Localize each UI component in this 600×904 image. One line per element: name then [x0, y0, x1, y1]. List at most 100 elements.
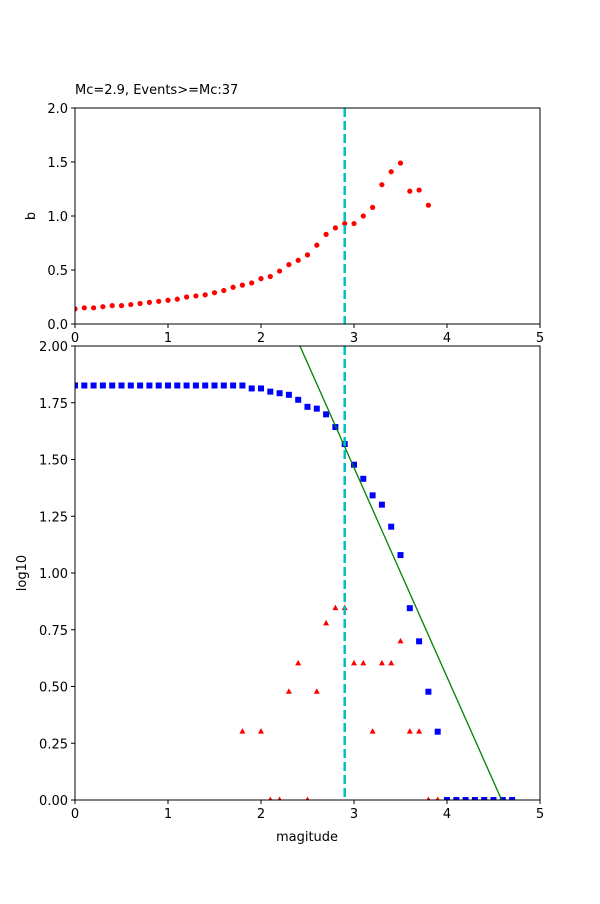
non-cumulative-point: [323, 619, 330, 626]
cumulative-point: [155, 382, 162, 389]
b-value-point: [91, 305, 97, 311]
non-cumulative-point: [305, 796, 310, 800]
b-value-point: [202, 292, 208, 298]
b-value-point: [81, 305, 87, 311]
b-value-point: [109, 303, 115, 309]
chart-title: Mc=2.9, Events>=Mc:37: [75, 83, 238, 98]
cumulative-point: [276, 390, 283, 397]
y-tick-label: 0.5: [47, 264, 68, 279]
top-y-label: b: [24, 212, 39, 220]
b-value-point: [267, 273, 273, 280]
cumulative-point: [481, 797, 488, 800]
b-value-point: [75, 306, 78, 312]
x-tick-label: 1: [164, 331, 172, 346]
cumulative-point: [258, 385, 264, 392]
x-label: magitude: [276, 830, 338, 845]
cumulative-point: [90, 382, 97, 389]
cumulative-point: [174, 382, 181, 389]
x-tick-label: 3: [350, 331, 358, 346]
cumulative-point: [509, 797, 516, 800]
non-cumulative-point: [397, 637, 404, 644]
b-value-point: [379, 182, 385, 188]
b-value-point: [239, 282, 245, 288]
cumulative-point: [304, 403, 311, 410]
y-tick-label: 1.25: [39, 510, 68, 525]
non-cumulative-point: [378, 659, 385, 666]
cumulative-point: [313, 405, 320, 412]
cumulative-point: [295, 396, 302, 403]
non-cumulative-point: [351, 659, 357, 666]
cumulative-point: [369, 492, 376, 499]
axes-frame: [74, 107, 541, 325]
cumulative-point: [285, 391, 292, 398]
cumulative-point: [499, 797, 506, 800]
b-value-point: [165, 297, 171, 303]
non-cumulative-point: [406, 728, 413, 734]
plot-area: [75, 160, 431, 312]
b-value-point: [342, 220, 348, 227]
y-tick-label: 1.75: [39, 397, 68, 412]
x-tick-label: 2: [257, 331, 265, 346]
x-tick-label: 0: [71, 807, 79, 822]
b-value-point: [221, 287, 227, 294]
axes-0: 0 1 2 3 4 5 0.0 0.5 1.0 1.5 2.0: [47, 102, 544, 346]
non-cumulative-point: [277, 796, 282, 800]
y-tick-label: 0.75: [39, 624, 68, 639]
y-tick-label: 0.50: [39, 681, 68, 696]
b-value-point: [258, 276, 264, 282]
cumulative-point: [239, 382, 246, 389]
x-tick-label: 2: [257, 807, 265, 822]
cumulative-point: [165, 382, 171, 389]
non-cumulative-point: [295, 659, 302, 666]
b-value-point: [360, 213, 366, 219]
x-tick-label: 1: [164, 807, 172, 822]
cumulative-point: [183, 382, 190, 389]
cumulative-point: [434, 728, 441, 735]
cumulative-point: [323, 411, 330, 418]
b-value-point: [407, 188, 413, 194]
b-value-point: [100, 304, 106, 310]
cumulative-point: [416, 638, 423, 645]
non-cumulative-point: [268, 796, 273, 800]
cumulative-point: [351, 461, 357, 468]
b-value-point: [304, 252, 311, 258]
cumulative-point: [462, 797, 469, 800]
b-value-point: [425, 202, 431, 208]
non-cumulative-point: [426, 796, 431, 800]
y-tick-label: 1.5: [47, 156, 68, 171]
b-value-point: [388, 169, 394, 175]
b-value-point: [286, 262, 292, 268]
cumulative-point: [99, 382, 106, 389]
b-value-point: [416, 187, 422, 193]
y-tick-label: 1.50: [39, 454, 68, 469]
b-value-point: [314, 242, 320, 248]
axes-1: 0 1 2 3 4 5 0.00 0.25 0.50 0.75 1.00 1.25 1.50 1.75 2.…: [39, 340, 544, 822]
b-value-point: [351, 220, 357, 227]
cumulative-point: [127, 382, 134, 389]
fit-line: [299, 346, 503, 800]
cumulative-point: [471, 797, 478, 800]
b-value-point: [277, 268, 283, 274]
b-value-point: [323, 231, 329, 237]
cumulative-point: [425, 688, 432, 695]
cumulative-point: [118, 382, 125, 389]
cumulative-point: [146, 382, 153, 389]
b-value-point: [128, 301, 134, 308]
non-cumulative-point: [239, 728, 246, 734]
x-tick-label: 5: [536, 331, 544, 346]
y-tick-label: 2.0: [47, 102, 68, 117]
x-tick-label: 4: [443, 807, 451, 822]
cumulative-point: [490, 797, 497, 800]
cumulative-point: [192, 382, 199, 389]
non-cumulative-point: [360, 659, 367, 666]
cumulative-point: [378, 501, 385, 508]
b-value-point: [370, 204, 376, 210]
y-tick-label: 1.00: [39, 567, 68, 582]
x-tick-label: 4: [443, 331, 451, 346]
b-value-point: [156, 298, 162, 304]
non-cumulative-point: [435, 796, 440, 800]
cumulative-point: [406, 605, 413, 612]
b-value-point: [332, 225, 338, 231]
